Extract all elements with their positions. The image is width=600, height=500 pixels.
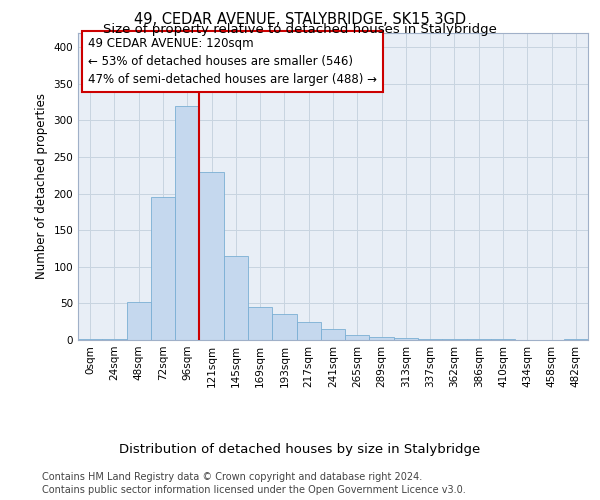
- Bar: [296, 322, 321, 340]
- Text: Contains HM Land Registry data © Crown copyright and database right 2024.: Contains HM Land Registry data © Crown c…: [42, 472, 422, 482]
- Bar: [345, 335, 370, 340]
- Text: Distribution of detached houses by size in Stalybridge: Distribution of detached houses by size …: [119, 442, 481, 456]
- Bar: [127, 302, 151, 340]
- Y-axis label: Number of detached properties: Number of detached properties: [35, 93, 48, 279]
- Bar: [248, 307, 272, 340]
- Bar: [78, 338, 102, 340]
- Text: Size of property relative to detached houses in Stalybridge: Size of property relative to detached ho…: [103, 22, 497, 36]
- Bar: [321, 329, 345, 340]
- Bar: [199, 172, 224, 340]
- Bar: [151, 197, 175, 340]
- Bar: [175, 106, 199, 340]
- Text: 49, CEDAR AVENUE, STALYBRIDGE, SK15 3GD: 49, CEDAR AVENUE, STALYBRIDGE, SK15 3GD: [134, 12, 466, 28]
- Bar: [272, 314, 296, 340]
- Text: Contains public sector information licensed under the Open Government Licence v3: Contains public sector information licen…: [42, 485, 466, 495]
- Text: 49 CEDAR AVENUE: 120sqm
← 53% of detached houses are smaller (546)
47% of semi-d: 49 CEDAR AVENUE: 120sqm ← 53% of detache…: [88, 37, 377, 86]
- Bar: [418, 338, 442, 340]
- Bar: [394, 338, 418, 340]
- Bar: [224, 256, 248, 340]
- Bar: [102, 338, 127, 340]
- Bar: [370, 337, 394, 340]
